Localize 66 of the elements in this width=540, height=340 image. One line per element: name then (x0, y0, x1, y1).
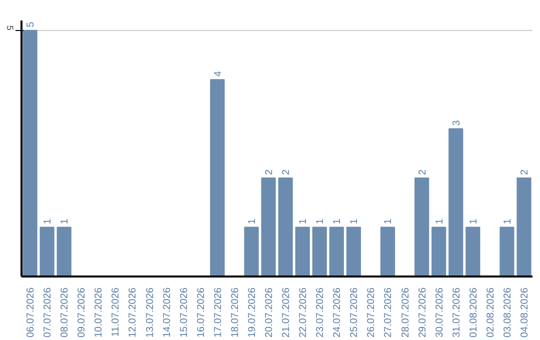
data-label: 2 (264, 169, 275, 176)
data-label: 3 (451, 120, 462, 126)
bar (278, 178, 293, 276)
data-label: 2 (281, 169, 292, 176)
data-label: 1 (332, 218, 344, 224)
data-label: 1 (383, 218, 394, 224)
data-label: 1 (434, 218, 446, 224)
x-tick-label: 30.07.2026 (434, 287, 446, 338)
x-tick-label: 15.07.2026 (178, 287, 190, 338)
bar (295, 226, 310, 276)
data-label: 2 (417, 169, 428, 176)
bar (40, 226, 54, 276)
x-tick-label: 14.07.2026 (162, 287, 173, 338)
data-label: 2 (519, 169, 530, 176)
x-tick-label: 29.07.2026 (417, 287, 428, 338)
x-tick-label: 11.07.2026 (110, 287, 122, 337)
x-tick-label: 28.07.2026 (400, 287, 412, 338)
data-label: 1 (502, 218, 514, 224)
x-tick-label: 22.07.2026 (298, 287, 310, 338)
data-label: 4 (212, 70, 224, 77)
x-tick-label: 04.08.2026 (519, 287, 530, 338)
data-label: 5 (26, 21, 37, 28)
x-tick-label: 08.07.2026 (60, 287, 71, 338)
x-tick-label: 10.07.2026 (94, 287, 105, 338)
x-tick-label: 31.07.2026 (451, 287, 462, 338)
data-label: 1 (349, 218, 360, 224)
x-tick-label: 13.07.2026 (144, 287, 156, 338)
bar (22, 30, 38, 276)
x-tick-label: 09.07.2026 (76, 287, 88, 338)
bar (432, 226, 446, 276)
data-label: 1 (42, 218, 54, 224)
data-label: 1 (246, 218, 258, 224)
bar (244, 226, 259, 276)
x-tick-label: 06.07.2026 (26, 287, 37, 338)
data-label: 1 (468, 218, 480, 224)
bar (466, 226, 480, 276)
x-tick-label: 23.07.2026 (315, 287, 326, 338)
x-tick-label: 03.08.2026 (502, 287, 514, 338)
bar (329, 226, 344, 276)
x-tick-label: 27.07.2026 (383, 287, 394, 338)
x-tick-label: 26.07.2026 (366, 287, 378, 338)
bar (312, 226, 327, 276)
data-label: 1 (298, 218, 310, 224)
x-tick-label: 19.07.2026 (246, 287, 258, 338)
x-tick-label: 07.07.2026 (42, 287, 54, 338)
x-tick-label: 25.07.2026 (349, 287, 360, 338)
bar (261, 178, 276, 276)
x-tick-label: 20.07.2026 (264, 287, 275, 338)
x-tick-label: 24.07.2026 (332, 287, 344, 338)
bar (346, 226, 361, 276)
bar (516, 178, 532, 276)
data-label: 1 (60, 218, 71, 224)
data-label: 1 (315, 218, 326, 224)
x-tick-label: 02.08.2026 (485, 287, 496, 338)
bar (448, 128, 464, 276)
x-tick-label: 17.07.2026 (212, 287, 224, 338)
bar (414, 178, 430, 276)
x-tick-label: 01.08.2026 (468, 287, 480, 338)
bar (380, 226, 396, 276)
x-tick-label: 18.07.2026 (230, 287, 241, 338)
bar (210, 79, 225, 276)
x-tick-label: 21.07.2026 (281, 287, 292, 338)
bar (500, 226, 514, 276)
x-tick-label: 16.07.2026 (196, 287, 207, 338)
bar (56, 226, 72, 276)
x-tick-label: 12.07.2026 (128, 287, 139, 338)
